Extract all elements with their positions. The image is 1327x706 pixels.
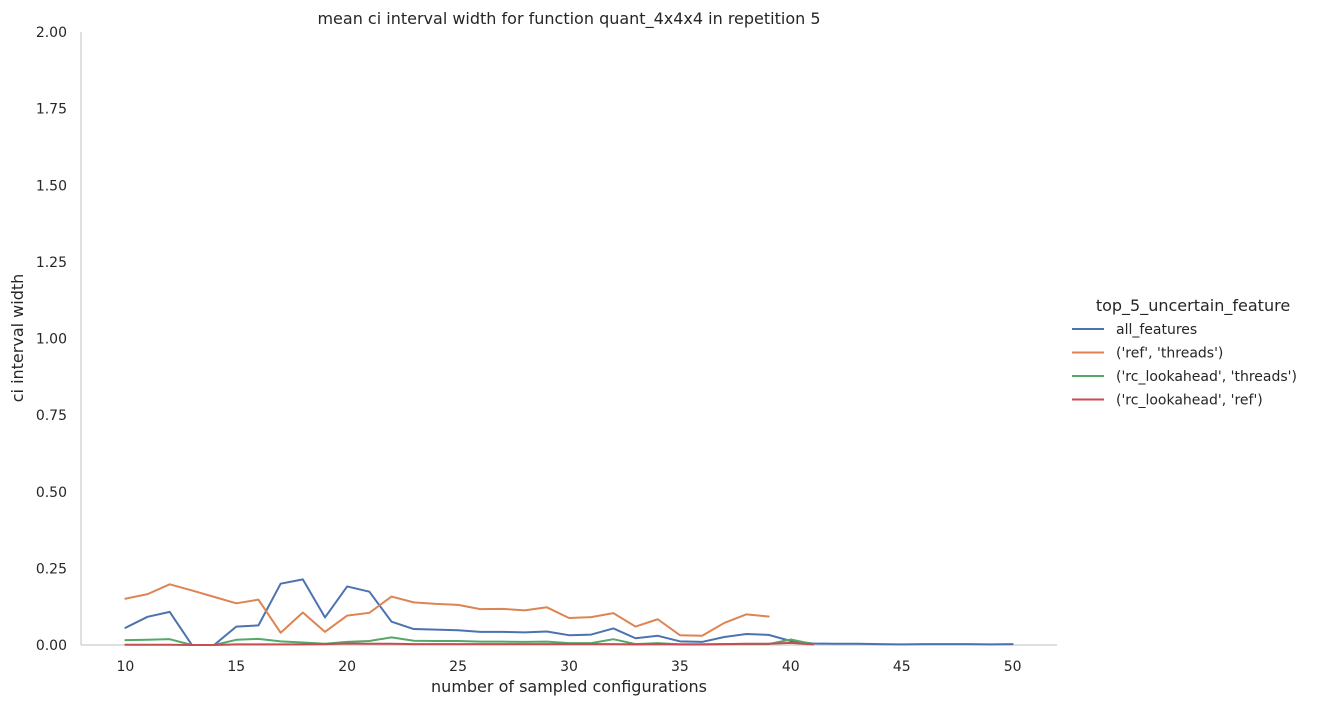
legend-label-0: all_features: [1116, 322, 1197, 338]
plot-area: 0.000.250.500.751.001.251.501.752.00 10 1…: [36, 25, 1057, 675]
x-tick-label: 15: [227, 659, 245, 675]
legend: top_5_uncertain_feature all_features ('re…: [1072, 296, 1297, 409]
x-tick-label: 20: [338, 659, 356, 675]
x-tick-label: 30: [560, 659, 578, 675]
y-tick-label: 1.00: [36, 332, 67, 348]
y-axis-label: ci interval width: [8, 274, 27, 403]
y-tick-label: 1.75: [36, 102, 67, 118]
x-axis-label: number of sampled configurations: [431, 677, 707, 696]
y-tick-label: 0.50: [36, 485, 67, 501]
y-tick-label: 2.00: [36, 25, 67, 41]
x-tick-labels: 10 15 20 25 30 35 40 45 50: [116, 659, 1021, 675]
y-tick-label: 1.50: [36, 178, 67, 194]
y-tick-label: 1.25: [36, 255, 67, 271]
series-lines: [124, 578, 1014, 646]
x-tick-label: 40: [782, 659, 800, 675]
legend-title: top_5_uncertain_feature: [1096, 296, 1290, 316]
legend-items: all_features ('ref', 'threads') ('rc_looka…: [1072, 322, 1297, 409]
x-tick-label: 50: [1004, 659, 1022, 675]
y-tick-labels: 0.00 0.25 0.50 0.75 1.00 1.25 1.50 1.75 2.00: [36, 25, 67, 654]
x-tick-label: 25: [449, 659, 467, 675]
series-line-0: [124, 578, 1014, 646]
legend-label-3: ('rc_lookahead', 'ref'): [1116, 393, 1263, 409]
x-tick-label: 45: [893, 659, 911, 675]
x-tick-label: 10: [116, 659, 134, 675]
x-tick-label: 35: [671, 659, 689, 675]
series-line-3: [124, 641, 814, 646]
y-tick-label: 0.75: [36, 408, 67, 424]
y-tick-label: 0.25: [36, 561, 67, 577]
y-tick-label: 0.00: [36, 638, 67, 654]
legend-label-2: ('rc_lookahead', 'threads'): [1116, 369, 1297, 385]
legend-label-1: ('ref', 'threads'): [1116, 346, 1223, 362]
chart-title: mean ci interval width for function quan…: [317, 9, 820, 29]
series-line-1: [124, 583, 770, 637]
